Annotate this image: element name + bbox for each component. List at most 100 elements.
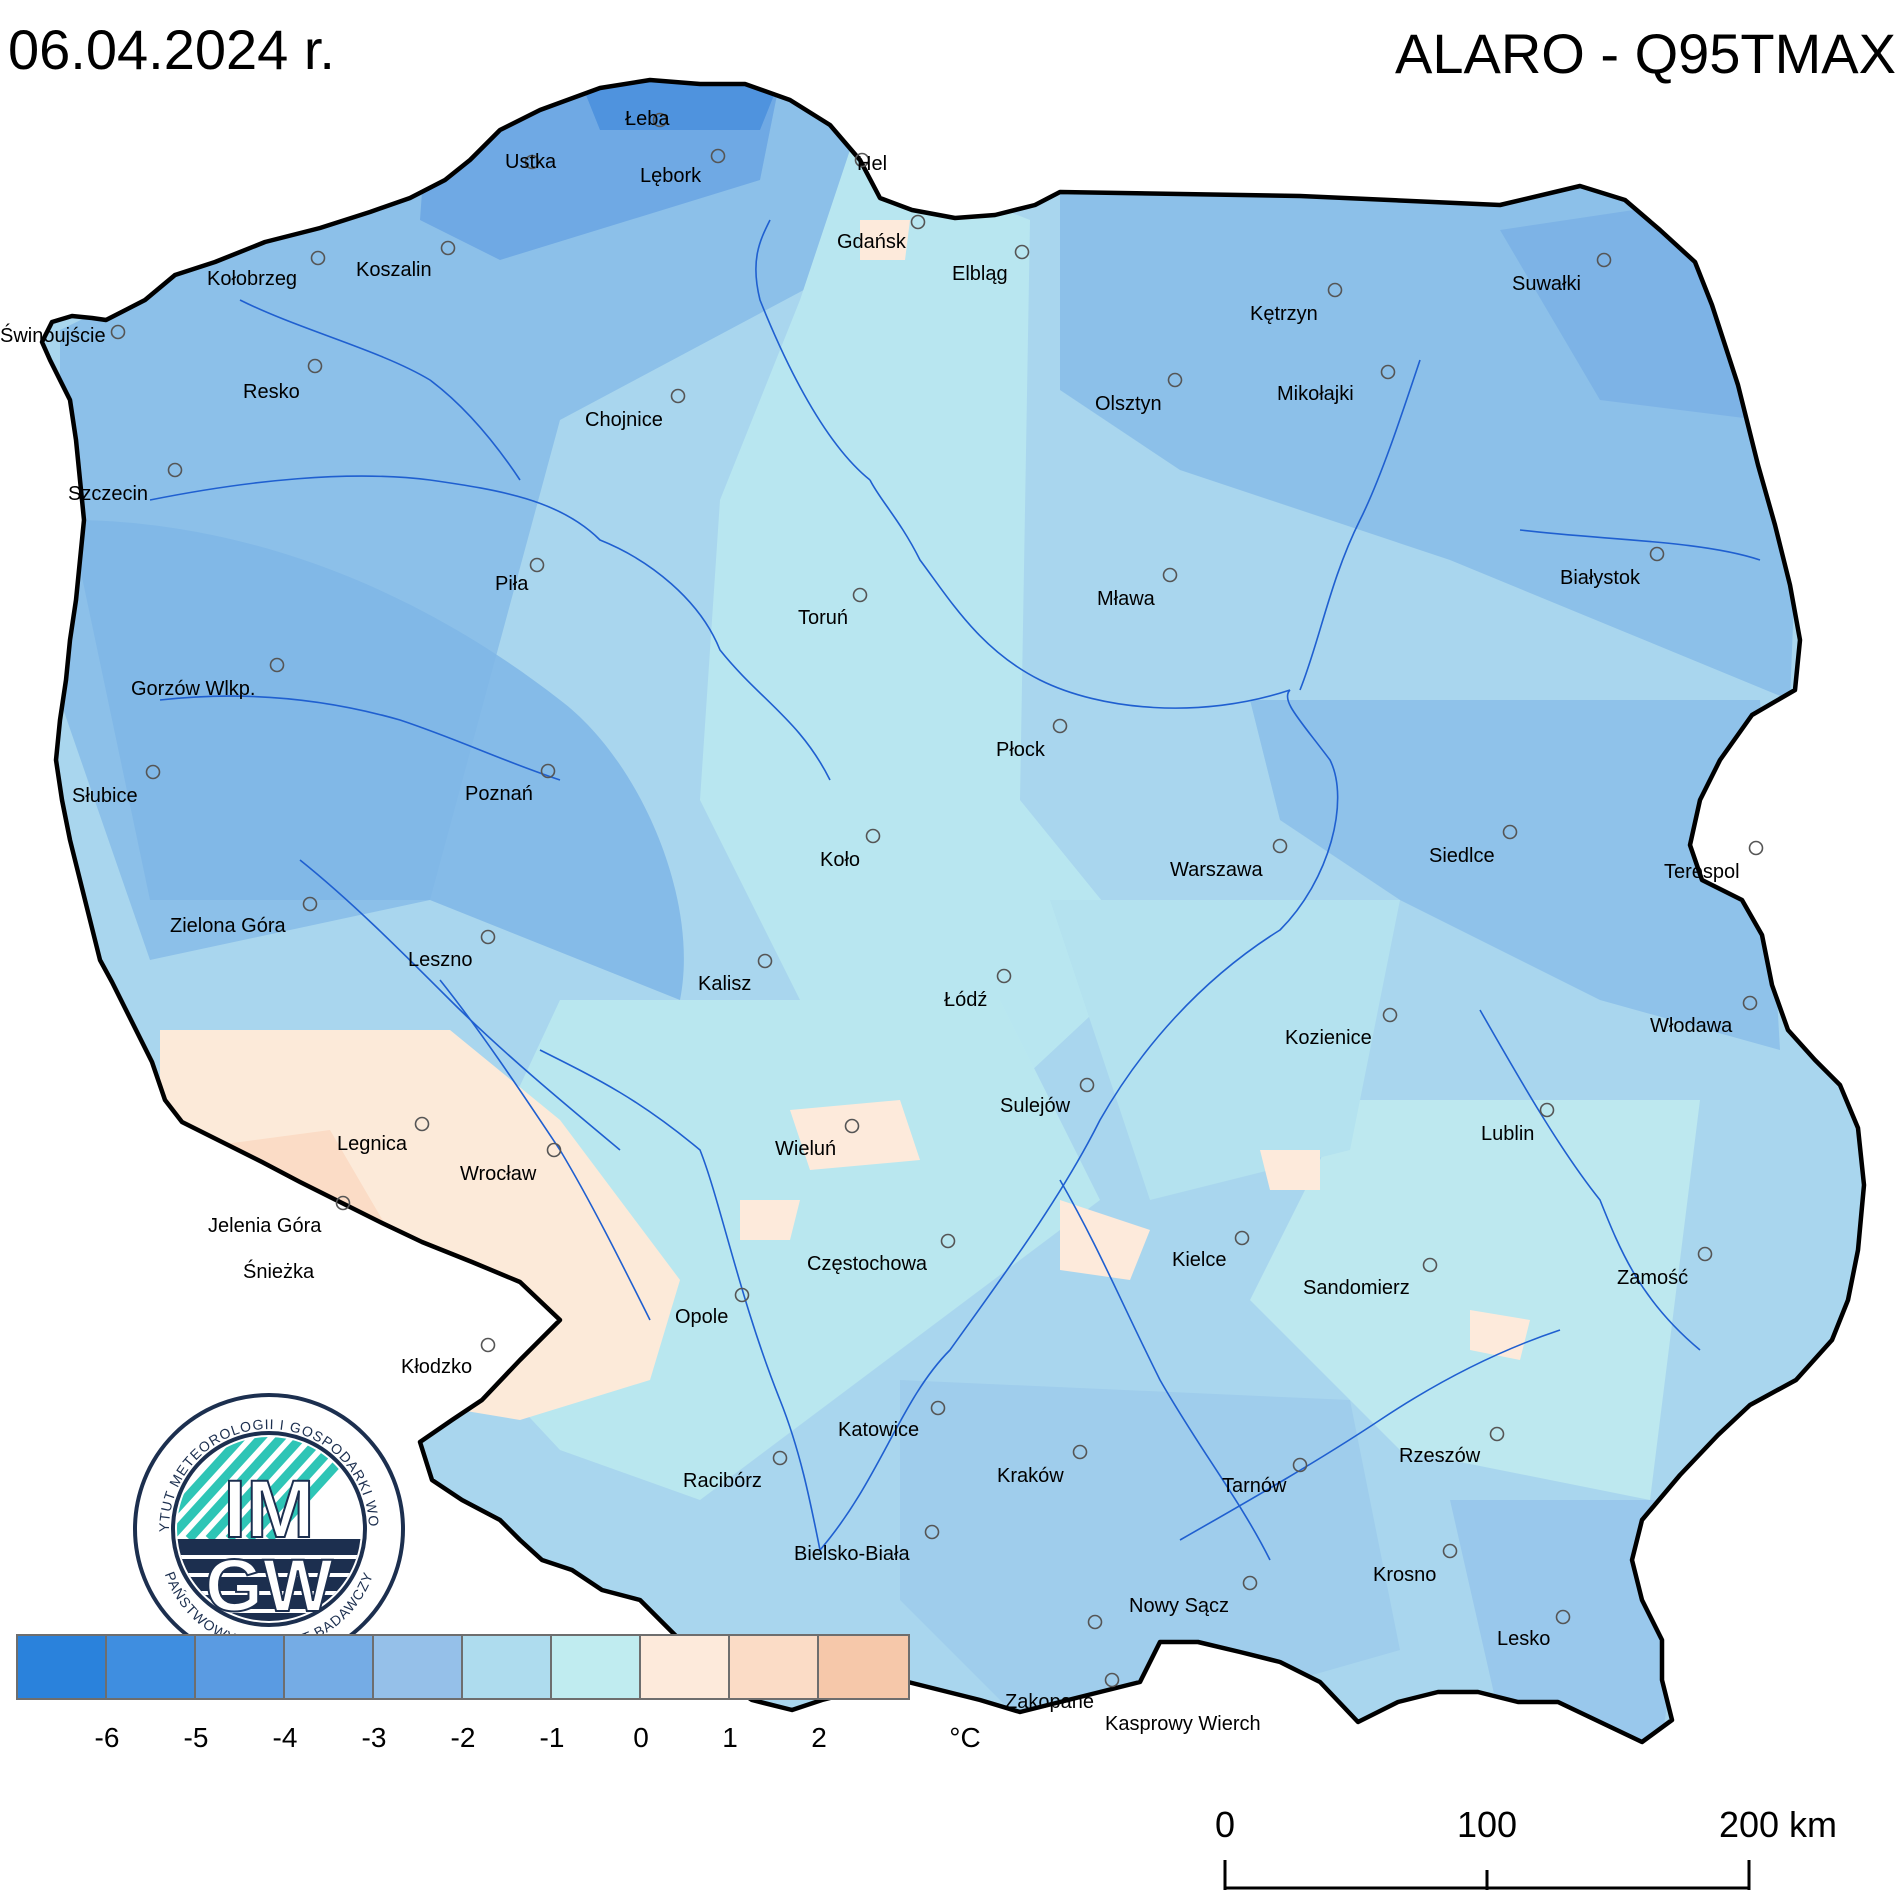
map-product-title: ALARO - Q95TMAX: [1394, 22, 1896, 85]
city-marker: [924, 1524, 940, 1540]
legend-tick: -6: [94, 1722, 120, 1753]
city-marker: [1327, 282, 1343, 298]
city-label: Kozienice: [1285, 1027, 1372, 1049]
legend-swatch: [107, 1636, 196, 1698]
city-marker: [1162, 567, 1178, 583]
legend-swatch: [730, 1636, 819, 1698]
city-marker: [302, 896, 318, 912]
imgw-logo: IM GW INSTYTUT METEOROLOGII I GOSPODARKI…: [129, 1389, 405, 1665]
map-date: 06.04.2024 r.: [8, 18, 335, 81]
city-marker: [1649, 546, 1665, 562]
city-label: Zakopane: [1005, 1691, 1094, 1713]
scale-label: 200 km: [1718, 1804, 1838, 1845]
city-marker: [710, 148, 726, 164]
city-label: Rzeszów: [1399, 1445, 1481, 1467]
city-marker: [269, 657, 285, 673]
city-label: Piła: [495, 573, 529, 595]
logo-line2: GW: [205, 1544, 333, 1627]
city-label: Leszno: [408, 949, 473, 971]
city-label: Opole: [675, 1306, 728, 1328]
city-marker: [910, 214, 926, 230]
legend-unit: °C: [949, 1722, 981, 1753]
city-label: Krosno: [1373, 1564, 1436, 1586]
city-marker: [110, 324, 126, 340]
city-marker: [1539, 1102, 1555, 1118]
city-label: Koszalin: [356, 259, 432, 281]
city-label: Elbląg: [952, 263, 1008, 285]
city-marker: [1292, 1457, 1308, 1473]
city-marker: [652, 112, 668, 128]
city-label: Kętrzyn: [1250, 303, 1318, 325]
city-marker: [1234, 1230, 1250, 1246]
city-marker: [145, 764, 161, 780]
city-marker: [734, 1287, 750, 1303]
city-marker: [1596, 252, 1612, 268]
scale-bar: [1223, 1860, 1751, 1890]
city-marker: [310, 250, 326, 266]
city-label: Racibórz: [683, 1470, 762, 1492]
legend-tick: 0: [633, 1722, 649, 1753]
city-label: Śnieżka: [243, 1259, 315, 1283]
city-label: Wieluń: [775, 1138, 836, 1160]
city-label: Olsztyn: [1095, 393, 1162, 415]
city-label: Legnica: [337, 1133, 408, 1155]
city-label: Kołobrzeg: [207, 268, 297, 290]
city-marker: [1382, 1007, 1398, 1023]
legend-swatch: [819, 1636, 908, 1698]
city-label: Białystok: [1560, 567, 1641, 589]
city-marker: [524, 154, 540, 170]
city-label: Zielona Góra: [170, 915, 286, 937]
city-label: Resko: [243, 381, 300, 403]
city-label: Płock: [996, 739, 1046, 761]
city-marker: [529, 557, 545, 573]
city-label: Toruń: [798, 607, 848, 629]
city-marker: [1052, 718, 1068, 734]
city-marker: [480, 929, 496, 945]
city-label: Gorzów Wlkp.: [131, 678, 255, 700]
poland-border: [39, 77, 1867, 1745]
city-marker: [546, 1142, 562, 1158]
city-label: Świnoujście: [0, 323, 106, 347]
city-label: Sulejów: [1000, 1095, 1071, 1117]
city-marker: [852, 587, 868, 603]
legend-swatch: [374, 1636, 463, 1698]
legend-tick: -5: [183, 1722, 209, 1753]
city-label: Lębork: [640, 165, 702, 187]
legend-tick: -1: [539, 1722, 565, 1753]
city-label: Tarnów: [1222, 1475, 1287, 1497]
city-marker: [335, 1195, 351, 1211]
scale-label: 0: [1214, 1804, 1236, 1845]
city-marker: [1072, 1444, 1088, 1460]
city-marker: [1742, 995, 1758, 1011]
city-marker: [930, 1400, 946, 1416]
city-label: Szczecin: [68, 483, 148, 505]
city-label: Jelenia Góra: [208, 1215, 322, 1237]
legend-tick: 2: [811, 1722, 827, 1753]
city-marker: [480, 1337, 496, 1353]
city-label: Siedlce: [1429, 845, 1495, 867]
city-marker: [1079, 1077, 1095, 1093]
city-label: Mława: [1097, 588, 1156, 610]
legend-swatch: [196, 1636, 285, 1698]
city-marker: [1014, 244, 1030, 260]
city-marker: [1697, 1246, 1713, 1262]
city-marker: [167, 462, 183, 478]
city-label: Kalisz: [698, 973, 751, 995]
city-marker: [940, 1233, 956, 1249]
city-marker: [1748, 840, 1764, 856]
logo-line1: IM: [223, 1464, 314, 1555]
city-label: Chojnice: [585, 409, 663, 431]
city-marker: [757, 953, 773, 969]
city-label: Łódź: [944, 989, 987, 1011]
city-marker: [1167, 372, 1183, 388]
city-label: Wrocław: [460, 1163, 537, 1185]
city-marker: [844, 1118, 860, 1134]
legend-swatch: [463, 1636, 552, 1698]
city-marker: [854, 152, 870, 168]
temperature-legend: [16, 1634, 910, 1700]
city-marker: [1502, 824, 1518, 840]
scale-label: 100: [1456, 1804, 1518, 1845]
city-label: Ustka: [505, 151, 557, 173]
